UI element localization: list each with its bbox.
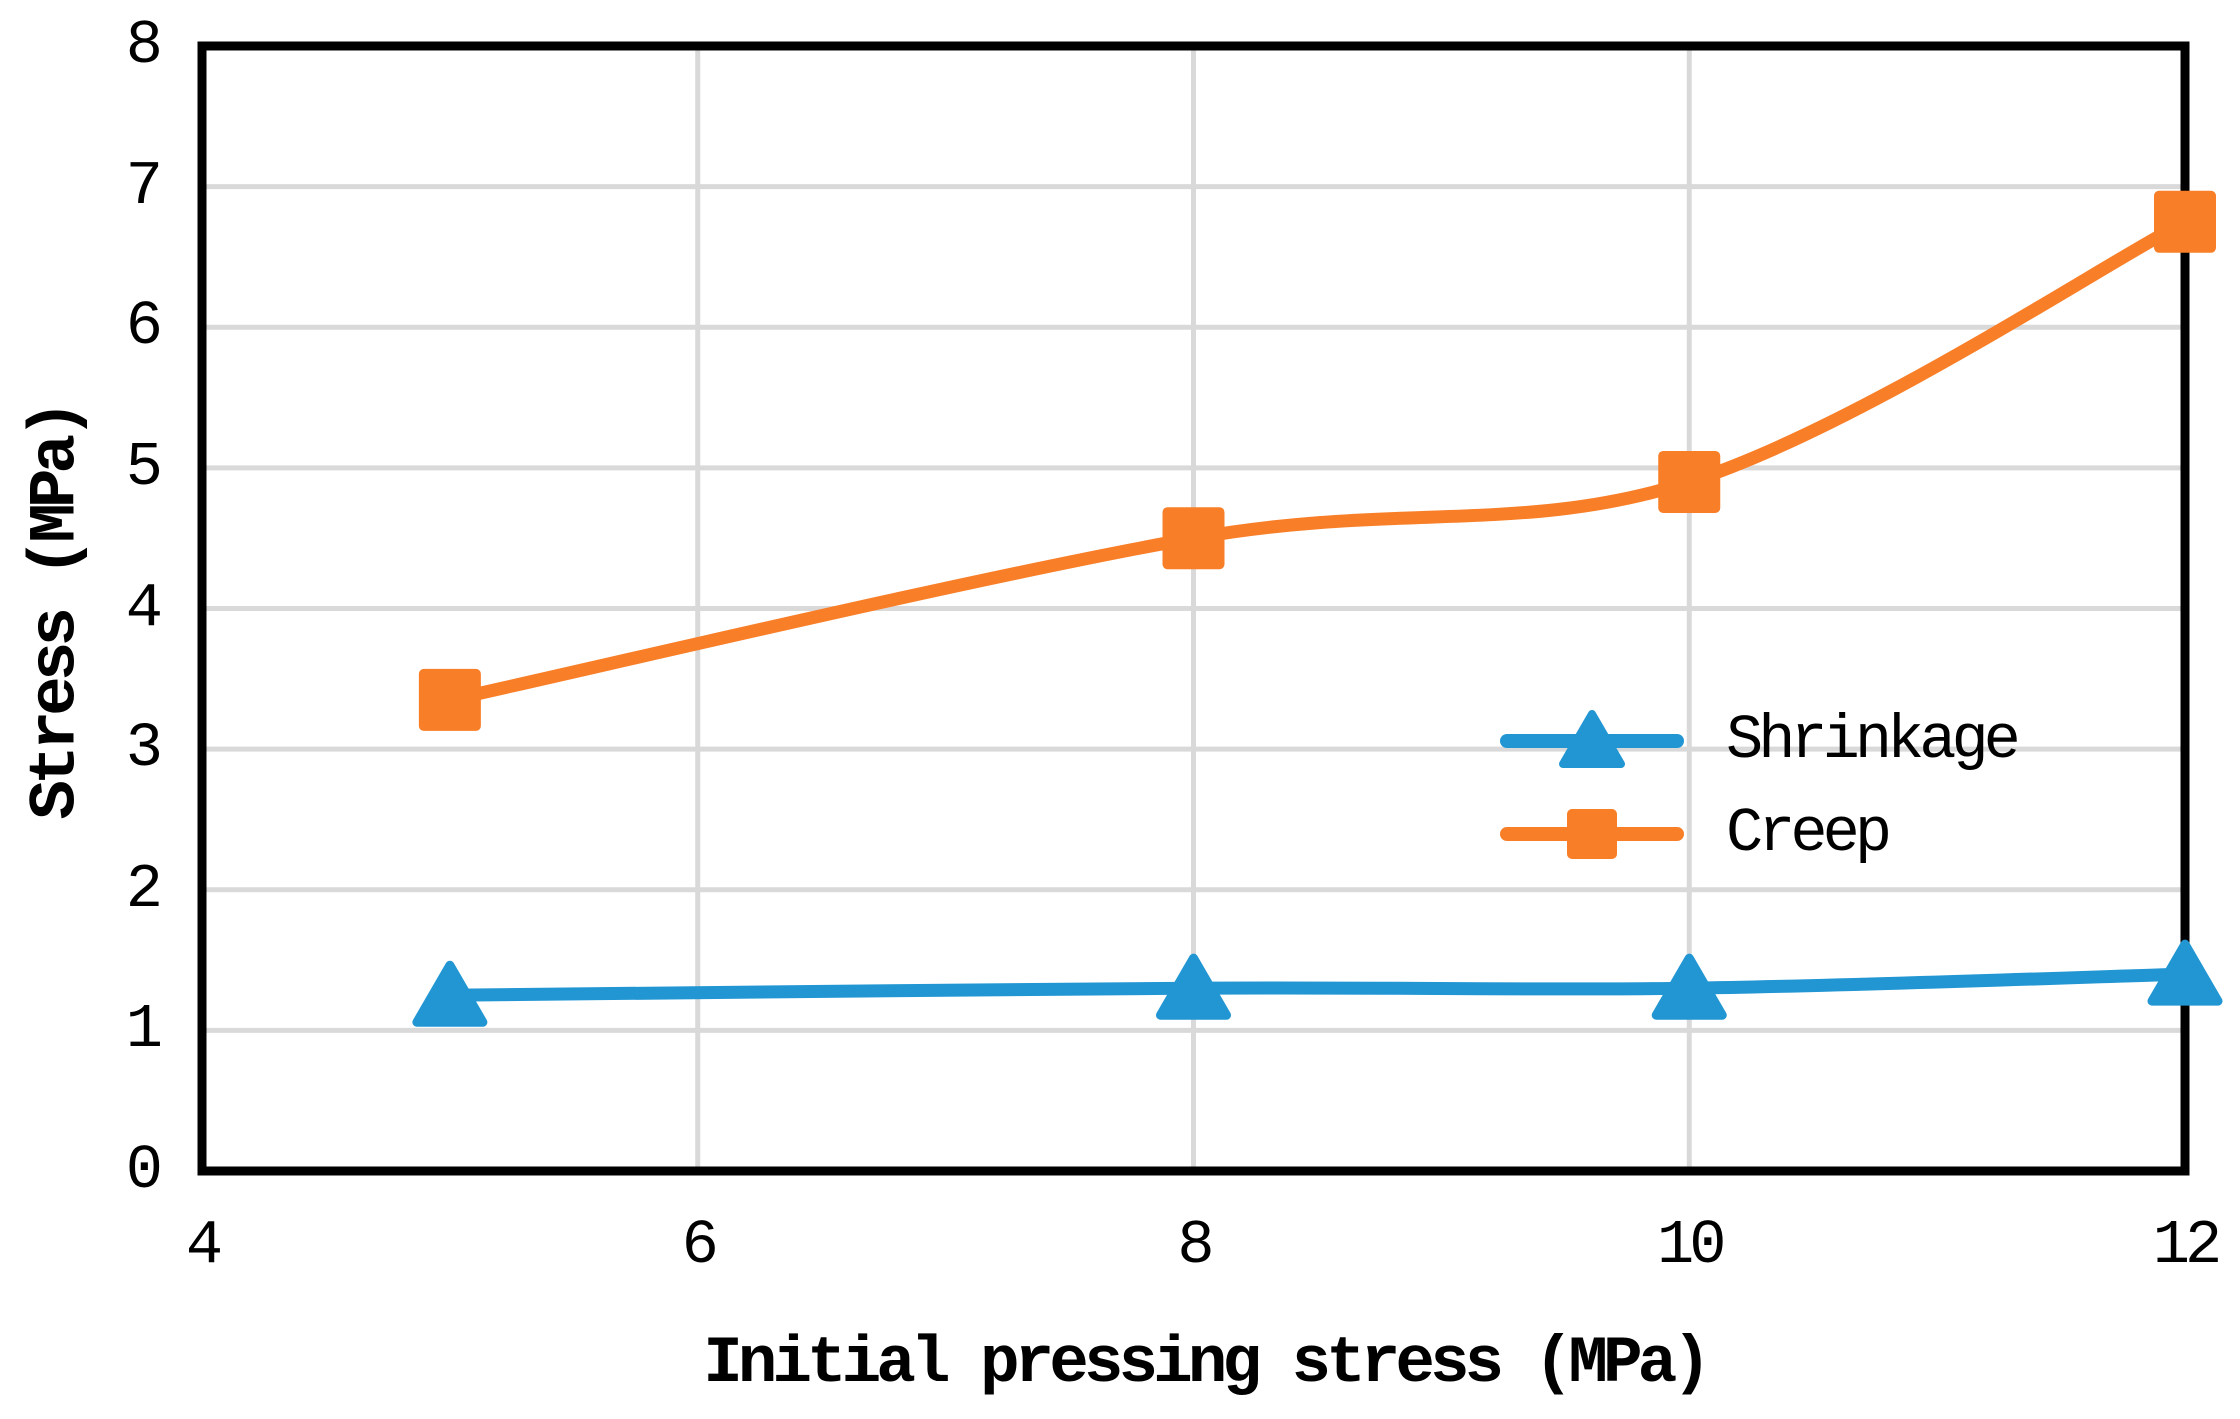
series-line-creep bbox=[443, 215, 2192, 707]
square-data-marker bbox=[1162, 507, 1225, 570]
legend: Shrinkage Creep bbox=[1500, 694, 2021, 880]
x-axis-title: Initial pressing stress (MPa) bbox=[703, 1326, 1712, 1401]
y-tick-label: 2 bbox=[125, 853, 163, 925]
legend-label-shrinkage: Shrinkage bbox=[1726, 705, 2021, 776]
y-tick-label: 6 bbox=[125, 291, 163, 363]
x-tick-label: 6 bbox=[681, 1210, 719, 1281]
square-marker-icon bbox=[1500, 808, 1684, 859]
y-tick-label: 1 bbox=[125, 994, 163, 1066]
y-tick-label: 5 bbox=[125, 431, 163, 503]
triangle-data-marker bbox=[2147, 939, 2223, 1006]
series-line-shrinkage bbox=[443, 967, 2192, 1002]
y-tick-label: 4 bbox=[125, 572, 163, 644]
legend-item-shrinkage: Shrinkage bbox=[1500, 694, 2021, 787]
triangle-data-marker bbox=[1156, 953, 1231, 1020]
y-tick-label: 8 bbox=[125, 10, 163, 81]
square-data-marker bbox=[418, 668, 481, 731]
square-data-marker bbox=[2154, 190, 2216, 253]
y-axis-title: Stress (MPa) bbox=[18, 404, 94, 820]
triangle-marker-icon bbox=[1500, 709, 1684, 768]
y-tick-label: 7 bbox=[125, 150, 163, 222]
y-tick-label: 3 bbox=[125, 713, 163, 785]
y-tick-label: 0 bbox=[125, 1135, 163, 1206]
plot-border bbox=[197, 41, 2190, 1176]
x-tick-label: 12 bbox=[2152, 1210, 2222, 1281]
x-tick-label: 10 bbox=[1657, 1210, 1726, 1281]
legend-item-creep: Creep bbox=[1500, 787, 2016, 880]
triangle-data-marker bbox=[1651, 953, 1727, 1020]
x-tick-label: 8 bbox=[1177, 1210, 1214, 1281]
legend-label-creep: Creep bbox=[1726, 798, 1892, 869]
x-tick-label: 4 bbox=[185, 1210, 223, 1281]
square-data-marker bbox=[1658, 450, 1721, 513]
triangle-data-marker bbox=[412, 960, 488, 1027]
